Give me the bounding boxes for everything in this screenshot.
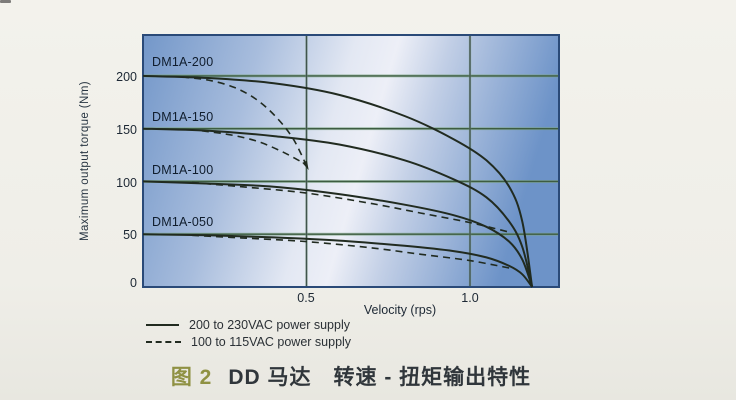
x-tick-0-5: 0.5 xyxy=(297,291,315,305)
plot-border xyxy=(142,34,560,288)
x-axis-title: Velocity (rps) xyxy=(363,303,437,317)
figure-number: 图 2 xyxy=(170,366,213,389)
y-tick-100: 100 xyxy=(116,176,137,190)
curve-label-dm1a-200: DM1A-200 xyxy=(152,55,214,69)
x-tick-1-0: 1.0 xyxy=(461,291,479,305)
curve-dm1a-150-lv xyxy=(201,130,307,166)
solid-line-swatch xyxy=(146,323,179,326)
curve-dm1a-200-hv xyxy=(142,74,534,288)
legend-item-dashed: 100 to 115VAC power supply xyxy=(146,333,351,350)
curve-label-dm1a-100: DM1A-100 xyxy=(152,163,214,177)
curve-dm1a-200-lv xyxy=(182,76,308,166)
y-tick-150: 150 xyxy=(116,123,137,137)
y-tick-200: 200 xyxy=(116,70,137,84)
arrowhead xyxy=(302,160,309,171)
y-tick-50: 50 xyxy=(123,228,137,242)
curve-dm1a-100-hv xyxy=(142,180,534,288)
legend-label-dashed: 100 to 115VAC power supply xyxy=(191,334,352,349)
y-tick-0: 0 xyxy=(130,276,137,290)
figure-caption: 图 2 DD 马达 转速 - 扭矩输出特性 xyxy=(0,361,702,391)
legend-item-solid: 200 to 230VAC power supply xyxy=(146,316,351,333)
legend: 200 to 230VAC power supply 100 to 115VAC… xyxy=(146,316,351,350)
plot-background xyxy=(143,35,559,287)
curve-dm1a-050-lv xyxy=(192,234,510,269)
legend-label-solid: 200 to 230VAC power supply xyxy=(189,317,350,332)
curve-dm1a-100-lv xyxy=(192,181,510,233)
curve-dm1a-150-hv xyxy=(142,127,534,288)
y-axis-title: Maximum output torque (Nm) xyxy=(79,81,91,241)
curve-label-dm1a-150: DM1A-150 xyxy=(152,110,214,124)
dashed-line-swatch xyxy=(146,340,181,343)
curve-label-dm1a-050: DM1A-050 xyxy=(152,215,214,229)
scan-artifact xyxy=(0,0,11,3)
curve-dm1a-050-hv xyxy=(142,233,533,288)
figure-title: DD 马达 转速 - 扭矩输出特性 xyxy=(228,366,532,389)
